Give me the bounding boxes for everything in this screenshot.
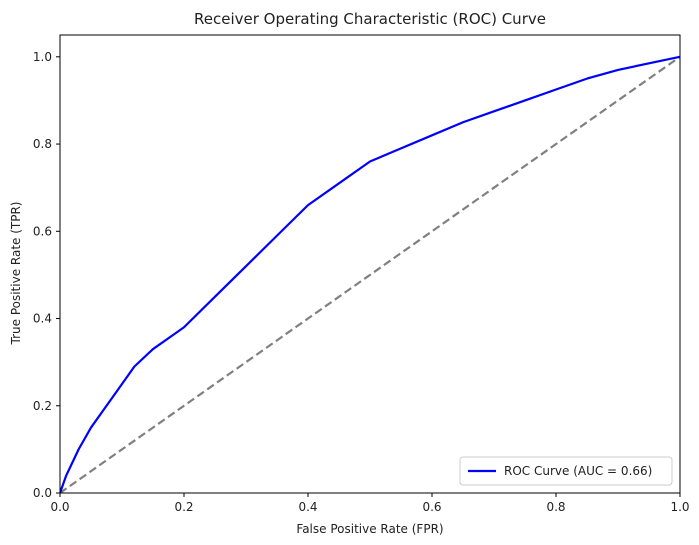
x-axis-label: False Positive Rate (FPR)	[296, 522, 443, 536]
y-tick-label: 1.0	[33, 50, 52, 64]
legend-label: ROC Curve (AUC = 0.66)	[504, 464, 652, 478]
y-tick-label: 0.8	[33, 137, 52, 151]
x-tick-label: 0.6	[422, 500, 441, 514]
roc-curve-line	[60, 55, 680, 493]
baseline-diagonal-line	[60, 55, 680, 493]
x-tick-label: 1.0	[670, 500, 689, 514]
x-tick-label: 0.8	[546, 500, 565, 514]
legend-box	[459, 456, 673, 486]
y-tick-label: 0.4	[33, 312, 52, 326]
x-tick-label: 0.0	[50, 500, 69, 514]
y-tick-label: 0.2	[33, 399, 52, 413]
y-axis-label: True Positive Rate (TPR)	[9, 202, 23, 346]
y-tick-label: 0.0	[33, 486, 52, 500]
axes-frame	[59, 34, 681, 494]
x-tick-label: 0.2	[174, 500, 193, 514]
plot-area: 0.0 0.2 0.4 0.6 0.8 1.0 0.0 0.2 0.4 0.6 0.8 1.0 ROC …	[33, 34, 690, 514]
y-tick-label: 0.6	[33, 224, 52, 238]
chart-title: Receiver Operating Characteristic (ROC) …	[194, 10, 546, 28]
x-tick-label: 0.4	[298, 500, 317, 514]
